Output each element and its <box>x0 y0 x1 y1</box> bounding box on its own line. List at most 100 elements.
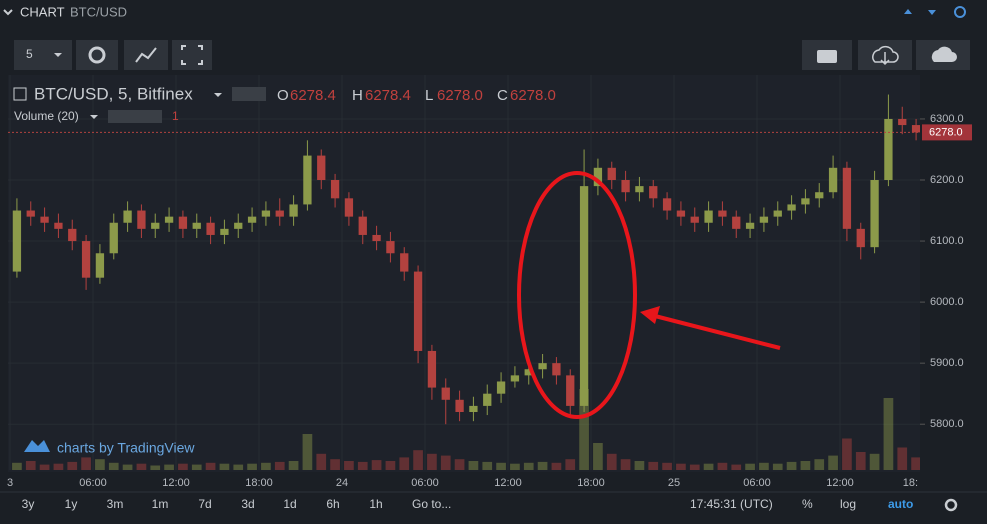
range-button[interactable]: 1y <box>65 497 78 511</box>
volume-bar <box>247 463 257 470</box>
volume-bar <box>316 453 327 470</box>
volume-bar <box>523 462 534 470</box>
candle-body <box>815 192 824 199</box>
candle-body <box>732 216 741 229</box>
y-tick-label: 5800.0 <box>930 418 964 430</box>
range-button[interactable]: 3y <box>22 497 35 511</box>
volume-bar <box>288 461 299 470</box>
x-tick-label: 25 <box>668 477 680 489</box>
indicators-button[interactable] <box>124 40 168 70</box>
candle-body <box>386 241 395 254</box>
arrow-head <box>640 306 660 324</box>
candle-body <box>137 210 146 229</box>
percent-button[interactable]: % <box>802 497 813 511</box>
volume-bar <box>759 462 769 470</box>
candle-body <box>552 363 561 376</box>
ohlc-value: 6278.0 <box>510 87 556 104</box>
candle-body <box>12 210 22 272</box>
ohlc-key: L <box>425 87 433 104</box>
volume-bar <box>496 462 506 470</box>
dropdown-icon <box>54 53 62 57</box>
candle-body <box>773 210 782 217</box>
candle-body <box>400 253 409 272</box>
candle-body <box>455 399 464 413</box>
plot-area <box>8 75 920 472</box>
volume-bar <box>606 453 617 470</box>
refresh-icon[interactable] <box>954 6 966 18</box>
range-button[interactable]: 7d <box>198 497 211 511</box>
volume-bar <box>219 463 230 470</box>
candle-body <box>123 210 132 223</box>
volume-bar <box>95 459 105 470</box>
volume-bar <box>745 463 755 470</box>
volume-bar <box>399 457 410 470</box>
candle-body <box>759 216 769 223</box>
candle-body <box>289 204 298 217</box>
candle-body <box>206 222 215 235</box>
interval-button[interactable] <box>14 40 72 70</box>
range-button[interactable]: 3d <box>241 497 254 511</box>
candle-body <box>690 216 699 223</box>
settings-button[interactable] <box>76 40 118 70</box>
x-tick-label: 06:00 <box>743 477 771 489</box>
volume-controls[interactable] <box>108 110 162 123</box>
candle-body <box>330 180 340 199</box>
fullscreen-button[interactable] <box>172 40 212 70</box>
x-tick-label: 3 <box>7 477 13 489</box>
camera-icon <box>817 50 837 63</box>
range-button[interactable]: 1h <box>369 497 382 511</box>
x-tick-label: 12:00 <box>162 477 190 489</box>
volume-bar <box>25 461 36 470</box>
candle-body <box>95 253 105 278</box>
volume-bar <box>454 459 465 470</box>
symbol: BTC/USD <box>70 4 127 19</box>
ohlc-value: 6278.0 <box>437 87 483 104</box>
candle-body <box>151 222 160 229</box>
volume-bar <box>108 462 119 470</box>
down-icon[interactable] <box>928 10 936 15</box>
candle-body <box>483 393 492 406</box>
section-title: CHART <box>20 4 65 19</box>
candle-body <box>842 167 852 229</box>
up-icon[interactable] <box>904 9 912 14</box>
interval: 5 <box>26 47 33 61</box>
candle-body <box>344 198 354 217</box>
y-tick-label: 5900.0 <box>930 357 964 369</box>
candle-body <box>524 369 533 376</box>
candle-body <box>275 210 284 217</box>
ohlc-key: C <box>497 87 508 104</box>
log-button[interactable]: log <box>840 497 856 511</box>
volume-bar <box>842 438 852 470</box>
x-tick-label: 06:00 <box>411 477 439 489</box>
goto-button[interactable]: Go to... <box>412 497 451 511</box>
candle-body <box>898 118 907 126</box>
collapse-icon[interactable] <box>3 9 13 16</box>
range-button[interactable]: 6h <box>326 497 339 511</box>
volume-bar <box>12 462 22 470</box>
auto-button[interactable]: auto <box>888 497 913 511</box>
volume-bar <box>634 461 645 470</box>
volume-label: Volume (20) <box>14 109 79 123</box>
series-controls[interactable] <box>232 87 266 101</box>
x-tick-label: 18:00 <box>577 477 605 489</box>
volume-bar <box>482 461 493 470</box>
volume-bar <box>593 443 603 470</box>
range-button[interactable]: 3m <box>107 497 124 511</box>
volume-bar <box>427 453 437 470</box>
volume-bar <box>440 455 451 470</box>
candle-body <box>911 125 920 133</box>
last-price-label: 6278.0 <box>929 126 963 138</box>
candle-body <box>704 210 713 223</box>
range-button[interactable]: 1d <box>283 497 296 511</box>
volume-value: 1 <box>172 109 179 123</box>
candle-body <box>745 222 755 229</box>
settings-icon[interactable] <box>944 498 958 512</box>
dropdown-icon <box>214 93 222 97</box>
collapse-box[interactable] <box>13 87 27 101</box>
range-buttons: 3y 1y 3m 1m 7d 3d 1d 6h 1h <box>22 497 383 511</box>
watermark[interactable]: charts by TradingView <box>57 440 195 456</box>
volume-bar <box>537 461 548 470</box>
volume-bar <box>81 457 91 470</box>
range-button[interactable]: 1m <box>152 497 169 511</box>
